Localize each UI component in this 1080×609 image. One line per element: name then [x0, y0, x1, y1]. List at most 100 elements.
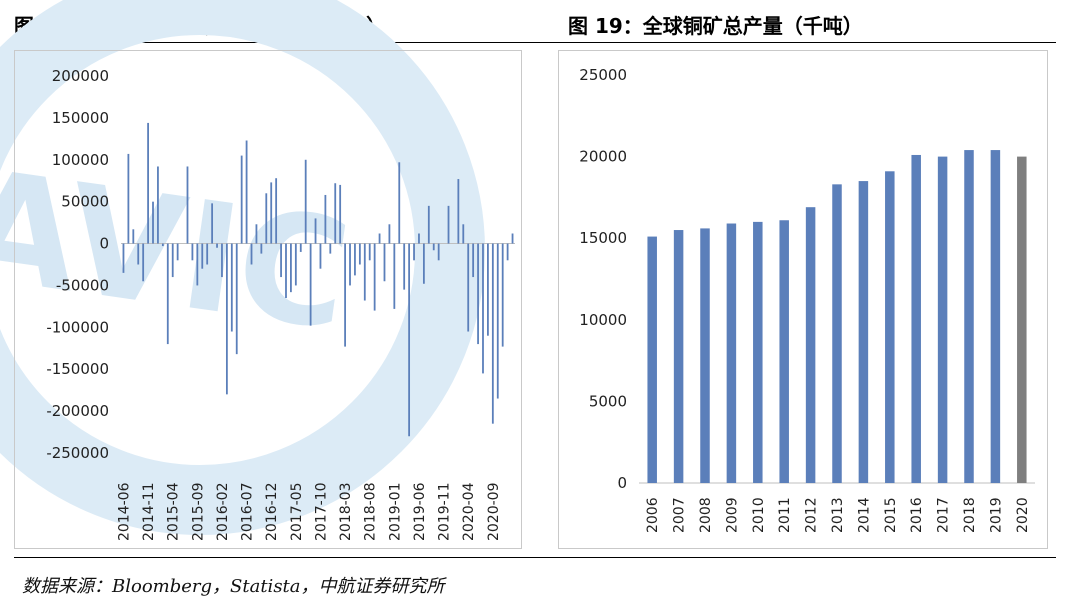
data-bar — [378, 233, 381, 244]
y-tick-label: -100000 — [46, 318, 109, 336]
data-bar — [235, 243, 238, 355]
data-bar — [280, 243, 282, 278]
data-bar — [216, 243, 218, 248]
data-bar — [472, 243, 475, 278]
data-bar — [290, 243, 292, 293]
data-bar — [432, 243, 435, 251]
y-tick-label: 25000 — [579, 66, 627, 84]
data-bar — [408, 243, 411, 437]
x-tick-label: 2018-08 — [363, 483, 379, 542]
x-tick-label: 2016-02 — [215, 483, 231, 542]
y-tick-label: 50000 — [61, 193, 109, 211]
x-tick-label: 2009 — [724, 497, 740, 533]
x-tick-label: 2020-04 — [461, 482, 477, 541]
data-bar — [225, 243, 228, 395]
data-bar — [127, 153, 130, 244]
data-bar — [911, 154, 921, 483]
x-tick-label: 2019 — [988, 497, 1004, 533]
y-tick-label: 0 — [99, 235, 109, 253]
data-bar — [324, 194, 327, 244]
x-tick-label: 2015-09 — [190, 483, 206, 542]
data-bar — [191, 243, 194, 261]
data-bar — [329, 243, 332, 254]
data-bar — [304, 159, 307, 244]
data-bar — [240, 155, 243, 244]
x-tick-label: 2017-10 — [313, 483, 329, 542]
data-bar — [230, 243, 233, 332]
data-bar — [171, 243, 174, 278]
header-rule — [14, 42, 1056, 43]
data-bar — [491, 243, 494, 424]
data-bar — [858, 181, 869, 483]
data-bar — [122, 243, 125, 273]
mine-production-chart-panel: 0 5000 10000 15000 20000 25000 2006 2007 2008 200… — [558, 50, 1048, 549]
x-tick-label: 2015 — [883, 497, 899, 533]
data-bar — [1017, 156, 1027, 483]
data-bar — [221, 243, 223, 278]
y-tick-label: 15000 — [579, 229, 627, 247]
data-bar — [511, 233, 514, 244]
data-bar — [142, 243, 145, 282]
data-bar — [437, 243, 440, 261]
x-tick-label: 2018-03 — [338, 483, 354, 542]
x-tick-label: 2006 — [645, 497, 661, 533]
data-bar — [462, 224, 465, 244]
data-bar — [373, 243, 376, 311]
x-tick-label: 2010 — [751, 497, 767, 533]
data-bar — [447, 205, 450, 244]
data-bar — [157, 166, 159, 244]
footer-rule — [14, 557, 1056, 558]
data-bar — [299, 243, 302, 252]
x-tick-label: 2018 — [962, 497, 978, 533]
y-tick-label: 150000 — [52, 109, 109, 127]
data-bar — [368, 243, 371, 261]
data-bar — [496, 243, 499, 399]
y-tick-label: 200000 — [52, 67, 109, 85]
data-bar — [176, 243, 179, 261]
y-tick-label: 100000 — [52, 151, 109, 169]
data-bar — [673, 230, 684, 483]
data-bar — [467, 243, 470, 332]
data-bar — [885, 171, 895, 483]
data-bar — [388, 224, 391, 244]
data-bar — [211, 203, 214, 244]
data-bar — [349, 243, 351, 286]
x-tick-label: 2015-04 — [166, 482, 182, 541]
mine-production-chart: 0 5000 10000 15000 20000 25000 2006 2007 2008 200… — [579, 66, 1035, 533]
data-bar — [260, 243, 263, 254]
data-bar — [270, 182, 273, 244]
x-tick-label: 2008 — [698, 497, 714, 533]
data-bar — [753, 221, 763, 483]
data-bar — [422, 243, 425, 284]
x-tick-label: 2013 — [830, 497, 846, 533]
x-tick-label: 2016-07 — [240, 483, 256, 542]
x-tick-label: 2019-01 — [387, 483, 403, 542]
y-tick-label: -150000 — [46, 360, 109, 378]
y-tick-label: -250000 — [46, 444, 109, 462]
x-tick-label: 2014 — [856, 497, 872, 533]
x-tick-label: 2012 — [804, 497, 820, 533]
x-tick-label: 2014-06 — [116, 482, 132, 541]
data-bar — [196, 243, 199, 286]
data-bar — [161, 243, 164, 247]
data-bar — [309, 243, 312, 326]
data-bar — [418, 233, 420, 244]
data-bar — [457, 179, 460, 244]
data-bar — [166, 243, 169, 345]
x-tick-label: 2017-05 — [289, 483, 305, 542]
data-bar — [206, 243, 209, 265]
x-tick-label: 2020-09 — [486, 482, 502, 541]
data-bar — [275, 178, 278, 244]
data-bar — [477, 243, 479, 345]
data-bar — [339, 184, 342, 244]
data-bar — [482, 243, 484, 374]
data-bar — [334, 183, 337, 244]
data-bar — [285, 243, 287, 299]
data-bar — [147, 122, 149, 244]
x-tick-label: 2019-11 — [437, 483, 453, 542]
data-bar — [186, 166, 189, 244]
x-tick-label: 2007 — [672, 497, 688, 533]
data-bar — [265, 193, 268, 244]
data-bar — [700, 228, 710, 483]
data-bar — [201, 243, 204, 269]
